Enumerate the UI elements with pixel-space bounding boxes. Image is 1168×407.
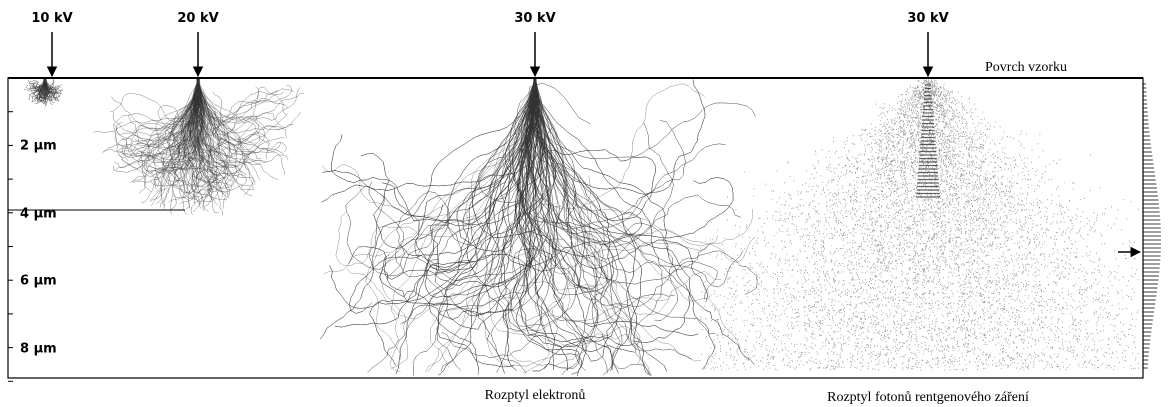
depth-label: 8 μm [20,342,57,357]
trajectories-10kv [23,78,64,108]
surface-label: Povrch vzorku [985,60,1067,75]
trajectories-30kv [319,78,758,376]
trajectories-20kv [93,78,305,216]
caption: Rozptyl elektronů [485,388,586,403]
depth-ticks [8,77,13,382]
distribution-bars [1143,83,1161,369]
depth-label: 4 μm [20,207,57,222]
caption: Rozptyl fotonů rentgenového záření [827,390,1029,405]
beam-label: 30 kV [514,11,555,26]
photon-dots [700,79,1139,371]
beam-label: 20 kV [177,11,218,26]
beam-label: 30 kV [907,11,948,26]
depth-label: 2 μm [20,139,57,154]
beam-label: 10 kV [31,11,72,26]
trajectories [23,78,1139,376]
depth-label: 6 μm [20,274,57,289]
